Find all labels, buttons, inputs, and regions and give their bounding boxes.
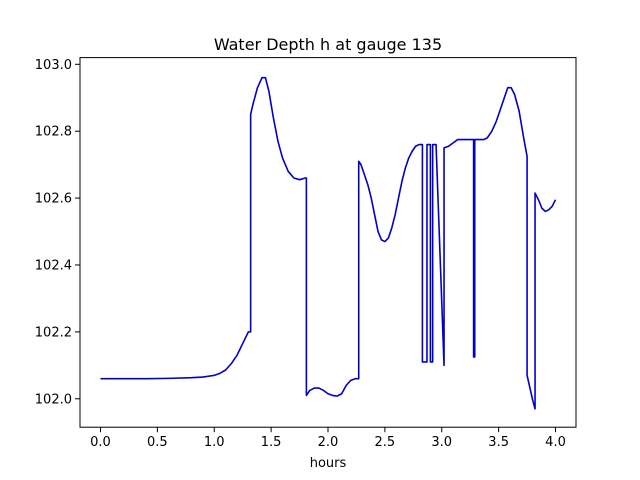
x-axis: 0.0 0.5 1.0 1.5 2.0 2.5 3.0 3.5 4.0 bbox=[90, 427, 566, 450]
x-axis-label: hours bbox=[310, 456, 347, 471]
x-tick-label: 0.5 bbox=[147, 435, 168, 450]
y-tick-label: 102.2 bbox=[35, 325, 72, 340]
x-tick-label: 4.0 bbox=[545, 435, 566, 450]
y-tick-label: 103.0 bbox=[35, 58, 72, 73]
series-line-0 bbox=[100, 76, 557, 410]
x-tick-label: 2.0 bbox=[318, 435, 339, 450]
y-tick-label: 102.8 bbox=[35, 125, 72, 140]
series-layer bbox=[100, 76, 557, 410]
x-tick-label: 0.0 bbox=[90, 435, 111, 450]
y-tick-label: 102.4 bbox=[35, 258, 72, 273]
y-tick-label: 102.6 bbox=[35, 192, 72, 207]
plot-frame bbox=[79, 57, 577, 428]
x-tick-label: 3.0 bbox=[431, 435, 452, 450]
x-tick-label: 1.0 bbox=[204, 435, 225, 450]
x-tick-label: 1.5 bbox=[261, 435, 282, 450]
y-axis: 102.0 102.2 102.4 102.6 102.8 103.0 bbox=[35, 58, 80, 407]
x-tick-label: 3.5 bbox=[488, 435, 509, 450]
x-tick-label: 2.5 bbox=[375, 435, 396, 450]
chart-title: Water Depth h at gauge 135 bbox=[214, 35, 442, 54]
y-tick-label: 102.0 bbox=[35, 392, 72, 407]
